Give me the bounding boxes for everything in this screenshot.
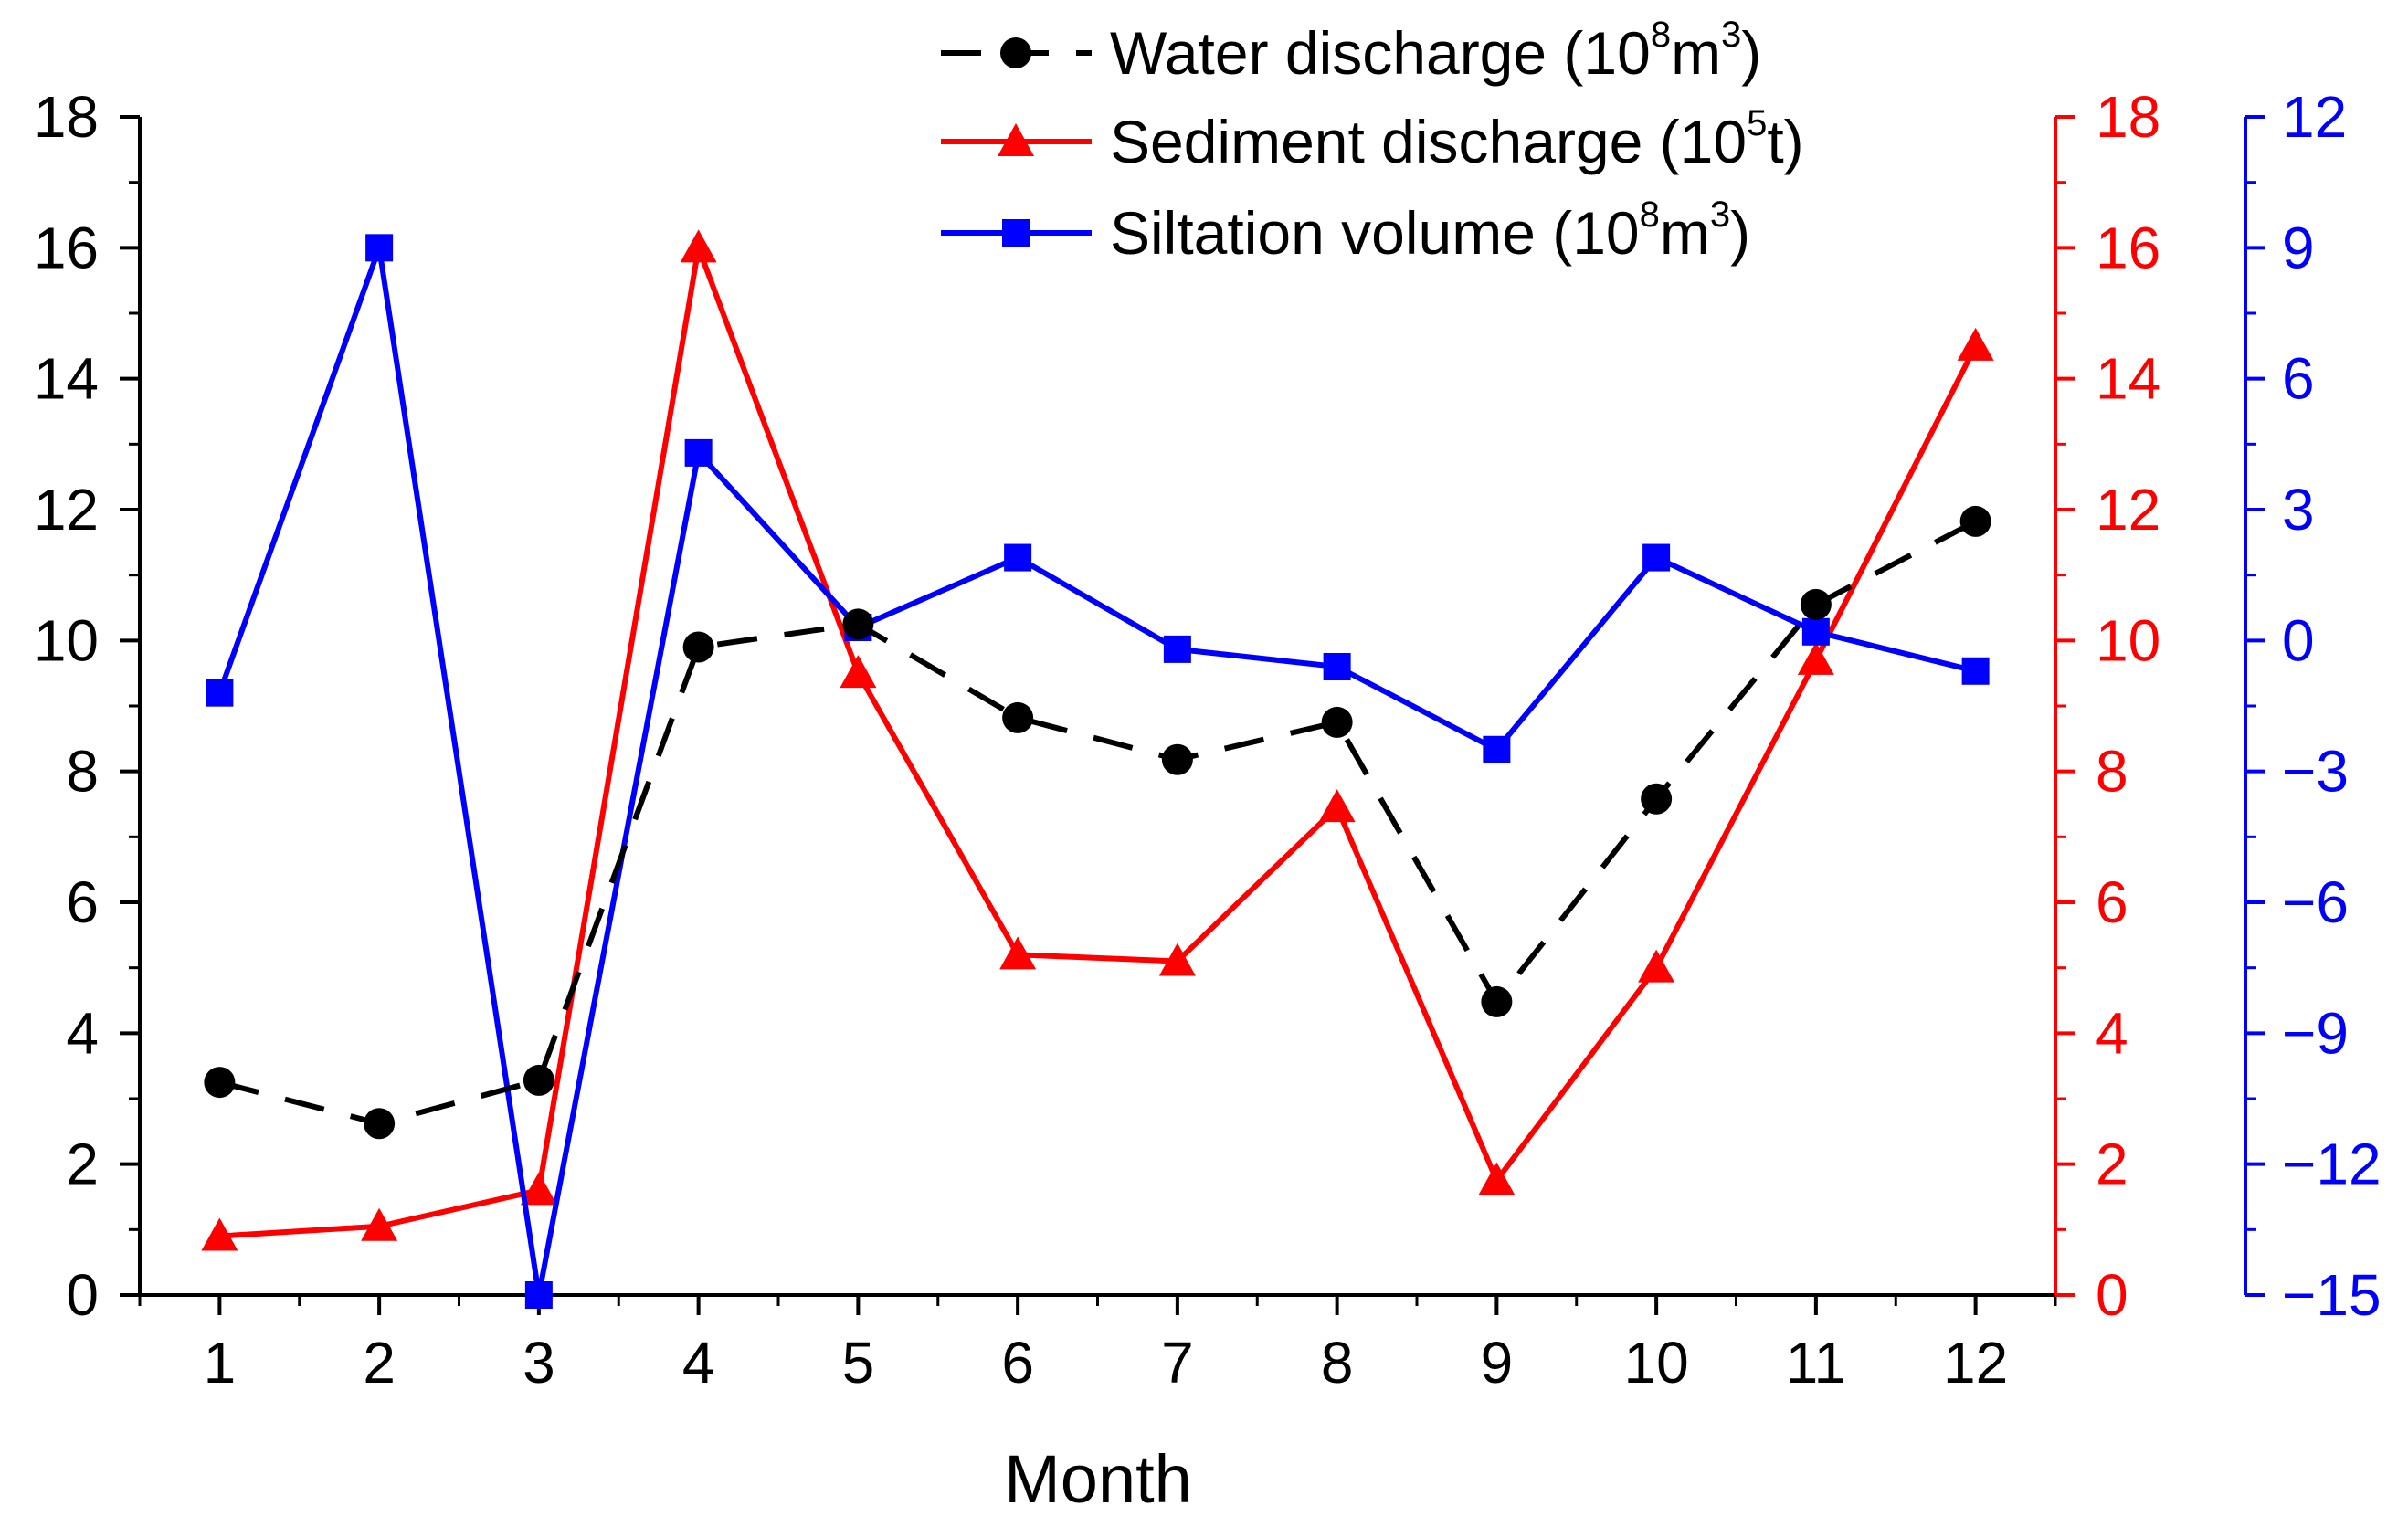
series-line-sediment [219, 245, 1979, 1239]
data-point-sediment [201, 1217, 238, 1251]
data-point-water [364, 1108, 396, 1140]
data-point-siltation [1323, 653, 1351, 680]
x-tick-label: 4 [682, 1330, 715, 1395]
axes-layer: 1 2 3 4 5 6 7 8 9 10 11 120246810121416180246810121… [34, 84, 2382, 1395]
left-tick-label: 12 [34, 477, 99, 542]
x-tick-label: 12 [1943, 1330, 2008, 1395]
right2-tick-label: −9 [2282, 1000, 2349, 1066]
x-tick-label: 8 [1321, 1330, 1354, 1395]
legend-item-siltation: Siltation volume (108m3) [941, 195, 1750, 267]
right2-tick-label: −6 [2282, 869, 2349, 935]
legend-marker-water [1000, 37, 1031, 68]
right-tick-label: 18 [2096, 84, 2160, 150]
data-point-siltation [1642, 543, 1671, 572]
series-water [204, 505, 1991, 1140]
x-tick-label: 9 [1481, 1330, 1514, 1395]
data-point-siltation [1483, 735, 1511, 764]
right-tick-label: 12 [2096, 477, 2160, 542]
left-tick-label: 6 [66, 869, 99, 935]
legend: Water discharge (108m3) Sediment discharg… [941, 15, 1804, 267]
series-siltation [206, 234, 1990, 1309]
data-point-water [1321, 706, 1353, 738]
legend-label-sediment: Sediment discharge (105t) [1110, 103, 1804, 175]
data-point-sediment [680, 229, 717, 263]
data-point-water [1800, 588, 1832, 620]
data-point-siltation [1004, 543, 1032, 572]
legend-label-water: Water discharge (108m3) [1110, 15, 1761, 87]
data-point-sediment [999, 936, 1037, 970]
right-tick-label: 14 [2096, 346, 2160, 412]
series-line-siltation [217, 245, 1977, 1298]
x-axis-title: Month [1004, 1441, 1192, 1517]
legend-item-sediment: Sediment discharge (105t) [941, 103, 1804, 175]
right2-tick-label: 9 [2282, 215, 2315, 280]
right-tick-label: 4 [2096, 1000, 2128, 1066]
series-line-water [218, 519, 1978, 1127]
x-tick-label: 11 [1786, 1330, 1846, 1395]
data-point-sediment [1638, 949, 1675, 983]
data-point-water [523, 1064, 554, 1096]
data-point-siltation [1163, 635, 1191, 663]
right-tick-label: 0 [2096, 1262, 2128, 1328]
data-point-water [1641, 783, 1673, 815]
x-tick-label: 10 [1624, 1330, 1689, 1395]
x-tick-label: 2 [363, 1330, 396, 1395]
data-point-siltation [365, 234, 394, 262]
data-point-sediment [1158, 943, 1196, 976]
data-point-siltation [1961, 657, 1990, 685]
data-point-water [1959, 505, 1991, 537]
left-tick-label: 14 [34, 346, 99, 412]
data-point-siltation [524, 1281, 553, 1309]
data-point-sediment [1478, 1162, 1516, 1195]
right2-tick-label: −15 [2282, 1262, 2382, 1328]
data-point-sediment [520, 1172, 557, 1206]
legend-label-siltation: Siltation volume (108m3) [1110, 195, 1750, 267]
right-tick-label: 10 [2096, 607, 2160, 673]
right-tick-label: 6 [2096, 869, 2128, 935]
x-tick-label: 6 [1001, 1330, 1034, 1395]
data-point-siltation [206, 679, 234, 707]
series-layer [201, 229, 1994, 1309]
left-tick-label: 18 [34, 84, 99, 150]
data-point-siltation [684, 438, 713, 467]
right2-tick-label: 6 [2282, 346, 2315, 412]
right-tick-label: 2 [2096, 1132, 2128, 1197]
data-point-siltation [1801, 617, 1830, 646]
data-point-water [204, 1067, 236, 1099]
left-tick-label: 8 [66, 739, 99, 805]
legend-item-water: Water discharge (108m3) [941, 15, 1761, 87]
right2-tick-label: 0 [2282, 607, 2315, 673]
x-tick-label: 3 [523, 1330, 555, 1395]
legend-marker-siltation [1002, 219, 1030, 247]
data-point-sediment [361, 1207, 398, 1241]
x-tick-label: 7 [1161, 1330, 1194, 1395]
series-sediment [201, 229, 1994, 1251]
left-tick-label: 16 [34, 215, 99, 280]
left-tick-label: 4 [66, 1000, 99, 1066]
data-point-water [1161, 743, 1193, 775]
x-tick-label: 1 [204, 1330, 237, 1395]
legend-marker-sediment [998, 123, 1034, 156]
right2-tick-label: 12 [2282, 84, 2347, 150]
right-tick-label: 8 [2096, 739, 2128, 805]
data-point-water [1481, 985, 1513, 1017]
left-tick-label: 0 [66, 1262, 99, 1328]
right2-tick-label: −3 [2282, 739, 2349, 805]
right2-tick-label: −12 [2282, 1132, 2382, 1197]
data-point-water [842, 608, 874, 640]
data-point-sediment [1957, 327, 1994, 361]
data-point-water [682, 631, 714, 663]
left-tick-label: 2 [66, 1132, 99, 1197]
left-tick-label: 10 [34, 607, 99, 673]
data-point-water [1002, 701, 1034, 733]
data-point-sediment [1797, 641, 1834, 675]
right-tick-label: 16 [2096, 215, 2160, 280]
data-point-sediment [840, 655, 877, 689]
right2-tick-label: 3 [2282, 477, 2315, 542]
data-point-sediment [1318, 789, 1356, 823]
x-tick-label: 5 [842, 1330, 875, 1395]
